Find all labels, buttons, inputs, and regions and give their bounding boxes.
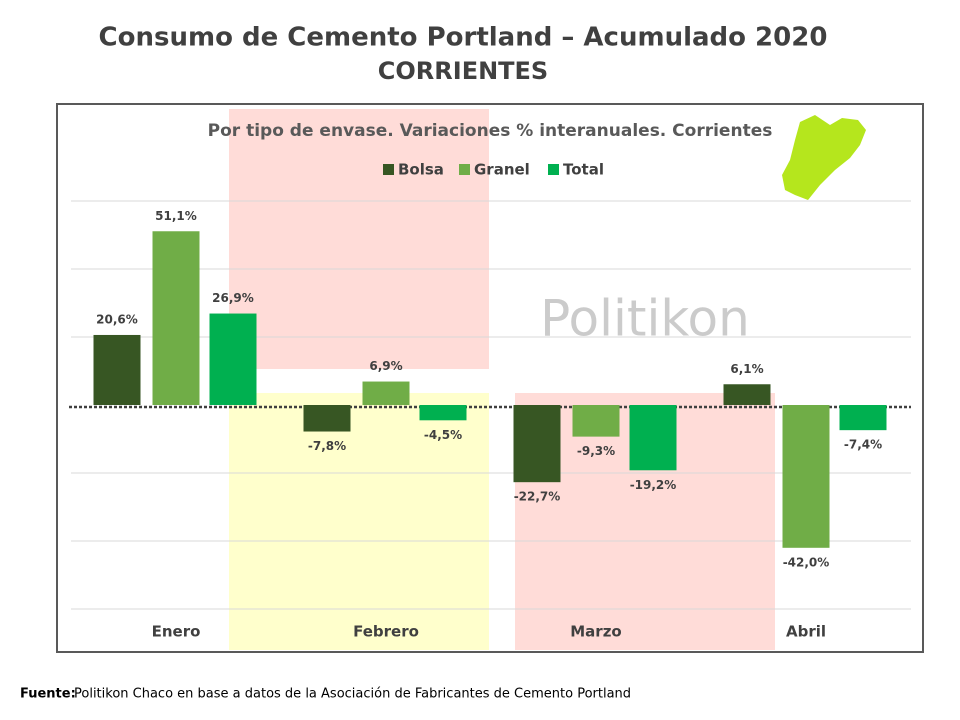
- bar: [723, 384, 771, 405]
- data-label: 26,9%: [212, 291, 254, 305]
- legend-label: Granel: [474, 161, 530, 179]
- data-label: -7,4%: [844, 438, 882, 452]
- x-tick-label: Marzo: [570, 623, 621, 641]
- data-label: 6,1%: [730, 362, 763, 376]
- bar: [839, 405, 887, 431]
- map-icon: [782, 115, 866, 200]
- plot-frame: [56, 103, 924, 653]
- bar: [209, 313, 257, 405]
- bar: [152, 231, 200, 405]
- data-label: -22,7%: [514, 490, 561, 504]
- bar: [362, 381, 410, 405]
- x-tick-label: Enero: [152, 623, 201, 641]
- watermark: Politikon: [540, 290, 750, 348]
- source-text: Politikon Chaco en base a datos de la As…: [74, 687, 631, 702]
- x-tick-label: Febrero: [353, 623, 419, 641]
- chart-title: CORRIENTES: [378, 57, 548, 85]
- bar: [93, 334, 141, 405]
- data-label: -4,5%: [424, 428, 462, 442]
- x-tick-label: Abril: [786, 623, 826, 641]
- chart-title: Consumo de Cemento Portland – Acumulado …: [99, 23, 828, 53]
- legend-swatch: [383, 164, 394, 175]
- highlight-region: [229, 109, 489, 369]
- data-label: 51,1%: [155, 209, 197, 223]
- data-label: -7,8%: [308, 439, 346, 453]
- bar: [572, 405, 620, 437]
- data-label: -9,3%: [577, 444, 615, 458]
- bar: [629, 405, 677, 471]
- source-label: Fuente:: [20, 687, 76, 702]
- chart-subtitle: Por tipo de envase. Variaciones % intera…: [208, 121, 773, 141]
- bar: [782, 405, 830, 548]
- bar: [303, 405, 351, 432]
- highlight-region: [229, 393, 489, 650]
- bar: [419, 405, 467, 421]
- data-label: 20,6%: [96, 312, 138, 326]
- legend-label: Total: [563, 161, 604, 179]
- data-label: -42,0%: [783, 555, 830, 569]
- bar: [513, 405, 561, 483]
- data-label: 6,9%: [369, 359, 402, 373]
- legend-swatch: [459, 164, 470, 175]
- data-label: -19,2%: [630, 478, 677, 492]
- legend-swatch: [548, 164, 559, 175]
- legend-label: Bolsa: [398, 161, 444, 179]
